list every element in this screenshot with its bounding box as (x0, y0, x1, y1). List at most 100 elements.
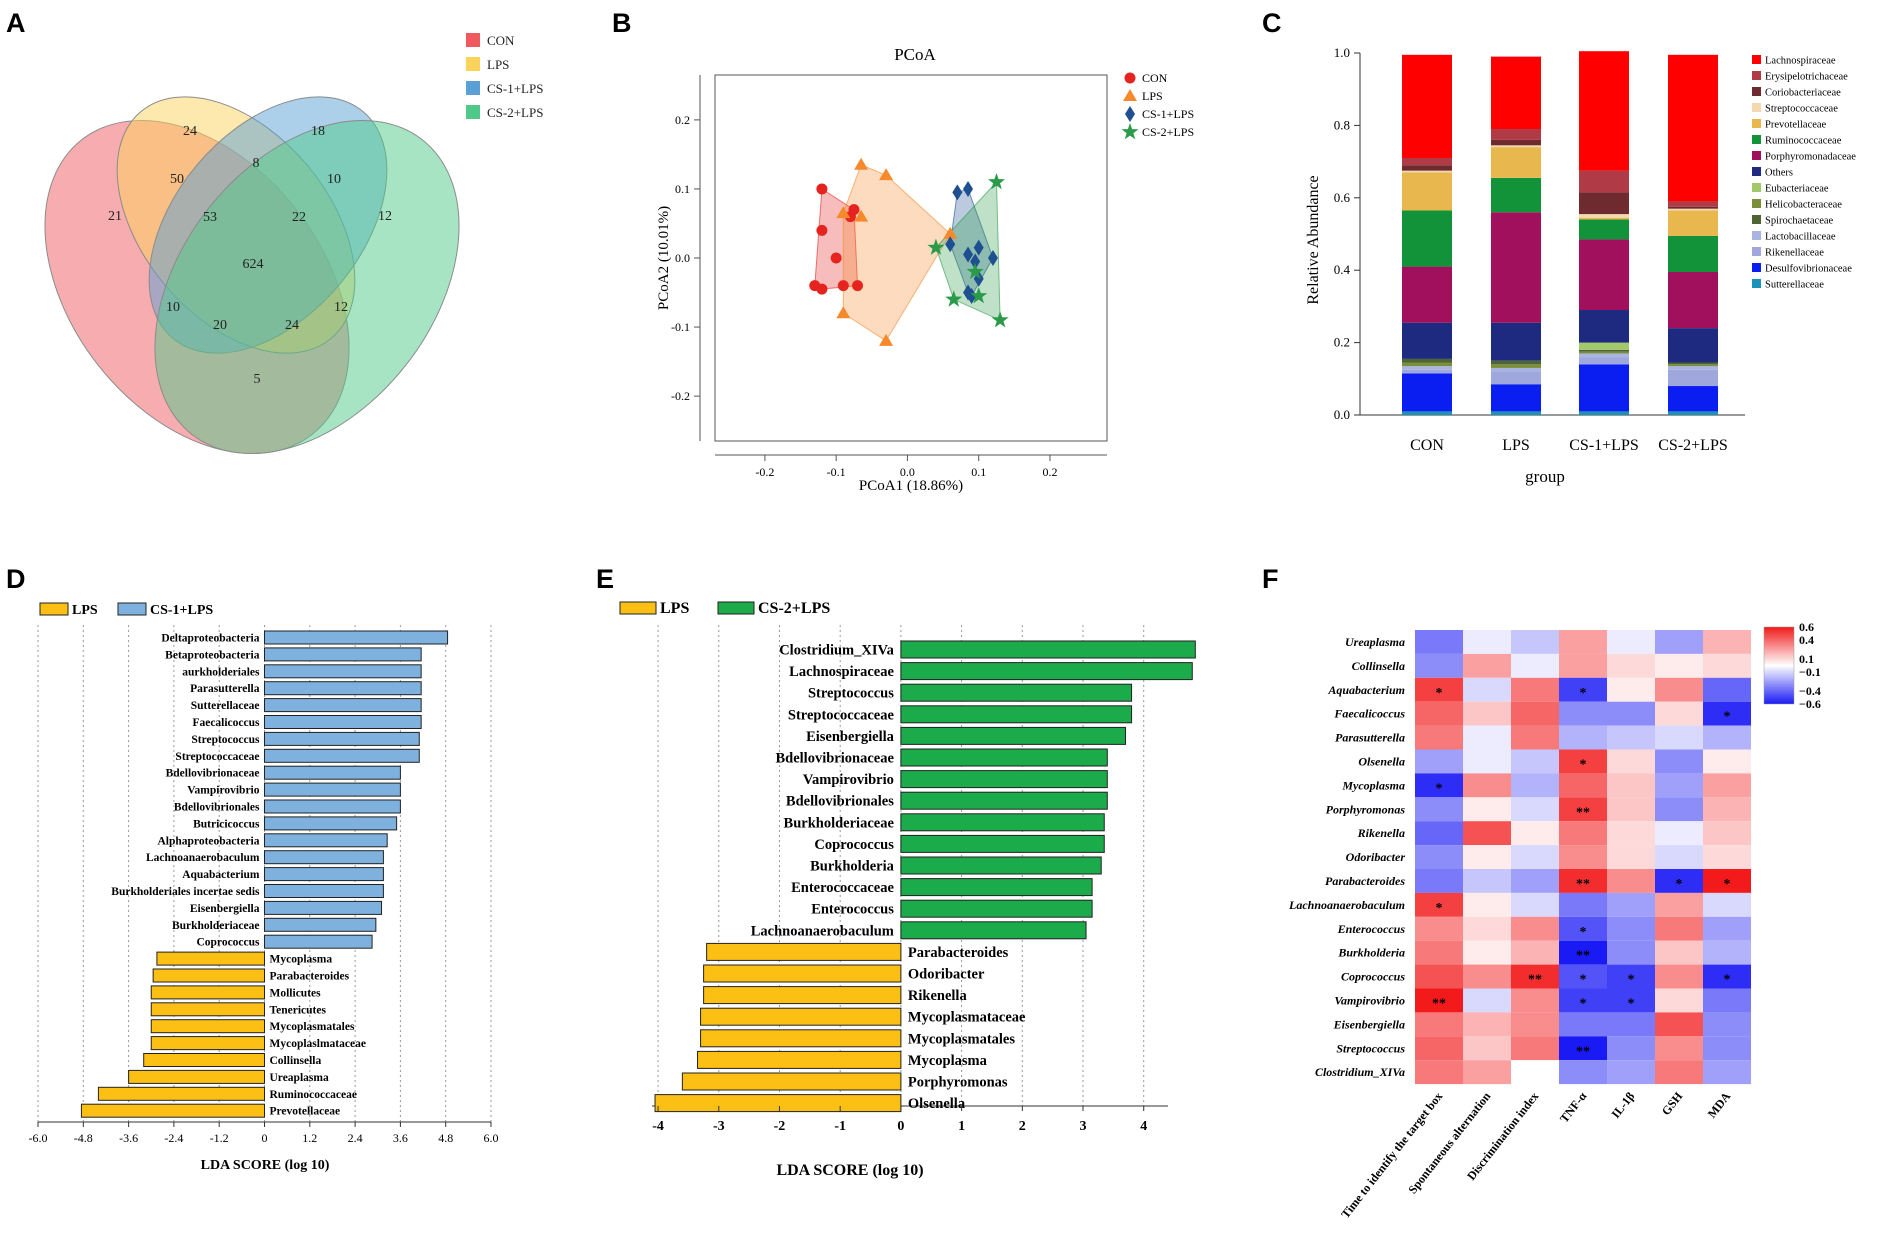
group-hull (842, 164, 951, 342)
heatmap-cell (1415, 940, 1463, 965)
row-label: Mycoplasma (1341, 778, 1405, 792)
lda-bar (156, 951, 266, 966)
sample-point (879, 168, 894, 181)
stacked-segment (1579, 310, 1629, 343)
y-axis-label: PCoA2 (10.01%) (656, 206, 672, 310)
bar-label: Burkholderia (810, 859, 895, 875)
heatmap-cell (1511, 630, 1559, 654)
heatmap-cell (1463, 964, 1511, 989)
legend-label: CS-2+LPS (1142, 125, 1194, 139)
x-tick-label: 6.0 (484, 1131, 499, 1145)
lda-bar (143, 1053, 265, 1067)
lda-bar (900, 856, 1102, 875)
x-tick-label: 3 (1080, 1119, 1087, 1134)
heatmap-cell (1655, 845, 1703, 869)
colorbar-tick-label: 0.6 (1799, 620, 1814, 634)
bar-label: Bdellovibrionaceae (166, 768, 260, 780)
stacked-segment (1668, 369, 1718, 387)
stacked-segment (1402, 157, 1452, 166)
heatmap-cell (1559, 964, 1607, 989)
colorbar-tick-label: −0.6 (1799, 697, 1821, 711)
x-tick-label: -0.1 (827, 465, 846, 479)
sample-point (970, 287, 988, 304)
legend-swatch (1752, 135, 1761, 144)
venn-count: 24 (285, 318, 299, 333)
lda-bar (900, 770, 1108, 789)
legend-label: LPS (72, 603, 98, 618)
heatmap-cell (1415, 1060, 1463, 1085)
heatmap-cell (1415, 1012, 1463, 1037)
y-tick-label: 0.6 (1334, 190, 1351, 205)
legend-label: Ruminococcaceae (1765, 136, 1842, 147)
stacked-segment (1668, 235, 1718, 273)
heatmap-cell (1607, 773, 1655, 798)
bar-label: Lachnoanaerobaculum (751, 923, 894, 939)
lda-bar (264, 799, 401, 814)
heatmap-cell (1463, 677, 1511, 702)
venn-count: 12 (378, 209, 392, 224)
venn-count: 20 (213, 318, 227, 333)
heatmap-cell (1655, 1060, 1703, 1085)
legend-label: Desulfovibrionaceae (1765, 264, 1852, 275)
heatmap-cell (1463, 845, 1511, 869)
heatmap-cell (1703, 964, 1751, 989)
bar-label: Sutterellaceae (191, 700, 260, 712)
heatmap-cell (1511, 988, 1559, 1013)
legend-label: Prevotellaceae (1765, 120, 1827, 131)
bar-label: Mycoplaslmataceae (270, 1038, 366, 1050)
heatmap-cell (1559, 653, 1607, 678)
y-tick-label: 0.4 (1334, 262, 1351, 277)
legend-label: Porphyromonadaceae (1765, 152, 1856, 163)
legend-swatch (1752, 263, 1761, 272)
lda-bar (706, 942, 902, 961)
stacked-segment (1402, 172, 1452, 211)
panel-label-f: F (1262, 564, 1279, 594)
column-label: Spontaneous alternation (1405, 1089, 1493, 1196)
lda-bar (900, 791, 1108, 810)
heatmap-cell (1607, 988, 1655, 1013)
row-label: Streptococcus (1336, 1041, 1405, 1055)
row-label: Parabacteroides (1325, 874, 1405, 888)
legend-label: Coriobacteriaceae (1765, 88, 1841, 99)
heatmap-cell (1463, 916, 1511, 941)
stacked-segment (1668, 206, 1718, 209)
y-axis-label: Relative Abundance (1305, 175, 1322, 304)
heatmap-cell (1607, 1036, 1655, 1061)
bar-label: Faecalicoccus (192, 717, 260, 729)
sample-point (973, 239, 984, 256)
row-label: Olsenella (1358, 754, 1405, 768)
heatmap-cell (1703, 892, 1751, 917)
heatmap-cell (1703, 821, 1751, 846)
stacked-segment (1402, 54, 1452, 158)
heatmap-cell (1463, 725, 1511, 750)
heatmap-cell (1607, 653, 1655, 678)
heatmap-cell (1607, 630, 1655, 654)
sample-point (816, 224, 828, 236)
stacked-segment (1668, 54, 1718, 202)
stacked-segment (1668, 366, 1718, 370)
stacked-segment (1668, 386, 1718, 412)
stacked-segment (1491, 364, 1541, 368)
heatmap-cell (1511, 773, 1559, 798)
legend-swatch (1752, 183, 1761, 192)
stacked-segment (1579, 349, 1629, 352)
significance-mark: * (1724, 877, 1731, 892)
heatmap-cell (1511, 1060, 1559, 1085)
heatmap-cell (1511, 1036, 1559, 1061)
significance-mark: ** (1576, 877, 1590, 892)
bar-label: Streptococcaceae (788, 707, 895, 723)
stacked-segment (1579, 239, 1629, 311)
lda-bar (264, 833, 388, 848)
heatmap-cell (1655, 892, 1703, 917)
heatmap-cell (1511, 845, 1559, 869)
x-tick-label: 1 (958, 1119, 965, 1134)
legend-label: LPS (487, 57, 509, 72)
heatmap-cell (1607, 869, 1655, 893)
stacked-segment (1668, 201, 1718, 207)
lda-bar (697, 1050, 902, 1069)
legend-label: CON (1142, 71, 1168, 85)
significance-mark: * (1436, 901, 1443, 916)
heatmap-cell (1559, 773, 1607, 798)
heatmap-cell (1607, 749, 1655, 774)
column-label: Time to identify the target box (1338, 1089, 1445, 1221)
